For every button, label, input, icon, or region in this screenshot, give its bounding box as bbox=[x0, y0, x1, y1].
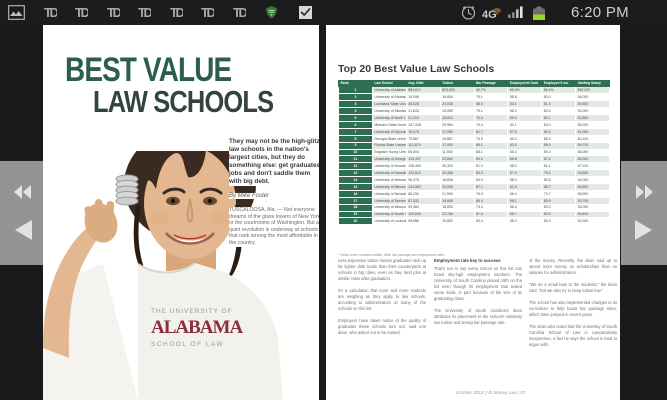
svg-text:ALABAMA: ALABAMA bbox=[151, 317, 243, 338]
svg-text:SCHOOL OF LAW: SCHOOL OF LAW bbox=[151, 341, 224, 348]
svg-text:TD: TD bbox=[138, 5, 151, 20]
svg-text:4G: 4G bbox=[482, 9, 497, 20]
svg-text:TD: TD bbox=[75, 5, 88, 20]
svg-text:TD: TD bbox=[44, 5, 57, 20]
svg-text:TD: TD bbox=[107, 5, 120, 20]
svg-text:TD: TD bbox=[170, 5, 183, 20]
svg-text:TD: TD bbox=[201, 5, 214, 20]
svg-text:TD: TD bbox=[233, 5, 246, 20]
svg-text:THE UNIVERSITY OF: THE UNIVERSITY OF bbox=[151, 308, 233, 315]
